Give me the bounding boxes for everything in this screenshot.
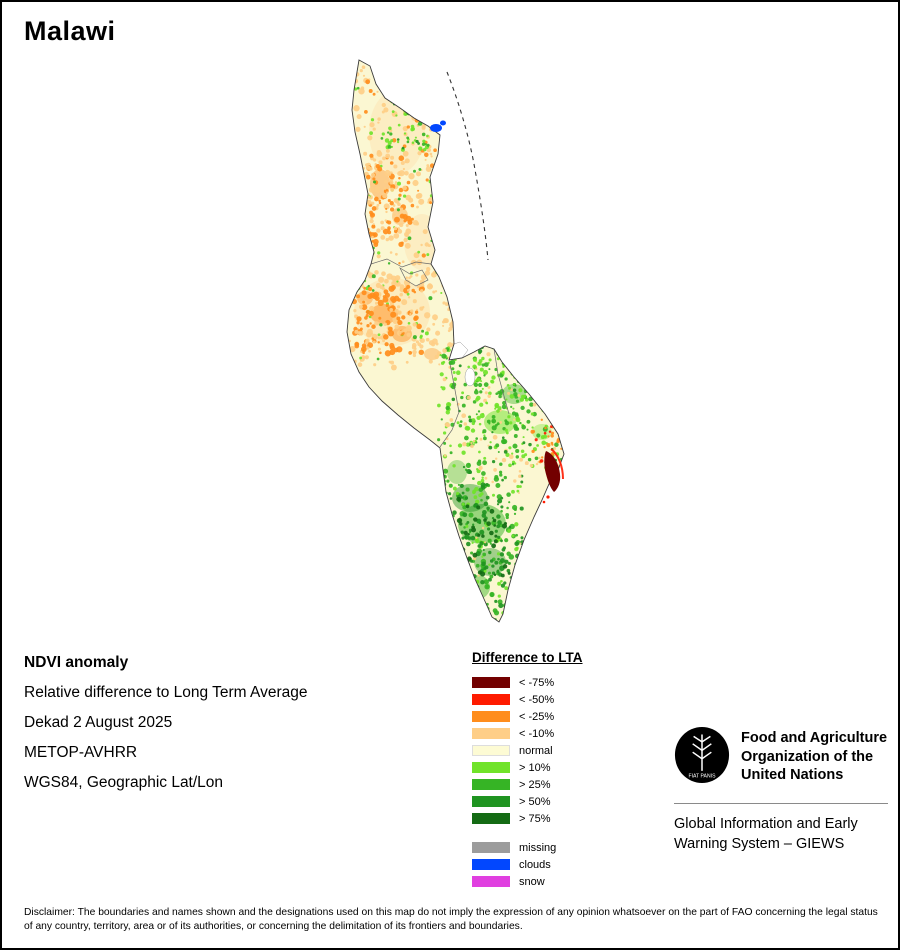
legend-swatch: [472, 813, 510, 824]
severe-anomaly-patch: [542, 448, 564, 504]
legend-swatch: [472, 859, 510, 870]
disclaimer-text: Disclaimer: The boundaries and names sho…: [24, 907, 878, 932]
legend-swatch: [472, 876, 510, 887]
country-outline: [346, 59, 565, 623]
legend-row: > 10%: [472, 759, 583, 776]
clouds-patch: [430, 120, 446, 132]
legend-label: < -50%: [519, 693, 555, 706]
legend-label: < -25%: [519, 710, 555, 723]
legend-row: normal: [472, 742, 583, 759]
legend-swatch: [472, 728, 510, 739]
info-line-description: Relative difference to Long Term Average: [24, 684, 308, 701]
legend-label: > 50%: [519, 795, 551, 808]
legend-row: < -75%: [472, 674, 583, 691]
legend-label: normal: [519, 744, 553, 757]
legend-swatch: [472, 779, 510, 790]
page-title: Malawi: [24, 16, 116, 46]
legend-swatch: [472, 677, 510, 688]
legend: Difference to LTA < -75% < -50% < -25% <…: [472, 650, 583, 890]
legend-swatch: [472, 796, 510, 807]
legend-row: > 50%: [472, 793, 583, 810]
legend-row: < -10%: [472, 725, 583, 742]
legend-swatch: [472, 711, 510, 722]
fao-name-line: Food and Agriculture: [741, 730, 888, 746]
legend-gap: [472, 827, 583, 839]
giews-line: Global Information and Early: [674, 816, 858, 832]
legend-label: > 10%: [519, 761, 551, 774]
legend-row: missing: [472, 839, 583, 856]
legend-label: snow: [519, 875, 545, 888]
legend-swatch: [472, 745, 510, 756]
svg-text:FIAT PANIS: FIAT PANIS: [688, 773, 716, 779]
legend-label: > 75%: [519, 812, 551, 825]
fao-name-line: United Nations: [741, 767, 844, 783]
legend-swatch: [472, 694, 510, 705]
fao-block: FIAT PANIS Food and Agriculture Organiza…: [674, 726, 888, 854]
legend-swatch: [472, 762, 510, 773]
legend-row: snow: [472, 873, 583, 890]
legend-row: > 25%: [472, 776, 583, 793]
lake-malombe: [464, 367, 476, 387]
info-line-projection: WGS84, Geographic Lat/Lon: [24, 774, 224, 791]
fao-name: Food and Agriculture Organization of the…: [741, 726, 887, 789]
legend-label: missing: [519, 841, 557, 854]
giews-line: Warning System – GIEWS: [674, 836, 845, 852]
legend-row: > 75%: [472, 810, 583, 827]
region-boundaries: [370, 258, 510, 448]
fao-name-line: Organization of the: [741, 748, 874, 765]
info-line-sensor: METOP-AVHRR: [24, 744, 138, 761]
lake-dashed-boundary: [446, 71, 489, 261]
legend-row: < -50%: [472, 691, 583, 708]
legend-swatch: [472, 842, 510, 853]
legend-label: < -75%: [519, 676, 555, 689]
map-info-block: NDVI anomaly Relative difference to Long…: [24, 654, 308, 804]
legend-label: clouds: [519, 858, 551, 871]
legend-label: < -10%: [519, 727, 555, 740]
legend-label: > 25%: [519, 778, 551, 791]
legend-row: < -25%: [472, 708, 583, 725]
legend-row: clouds: [472, 856, 583, 873]
info-heading: NDVI anomaly: [24, 654, 129, 671]
country-fill: [347, 60, 564, 622]
fao-divider: [674, 803, 888, 804]
info-line-dekad: Dekad 2 August 2025: [24, 714, 173, 731]
fao-logo-icon: FIAT PANIS: [674, 726, 730, 789]
legend-title: Difference to LTA: [472, 650, 583, 665]
giews-text: Global Information and Early Warning Sys…: [674, 814, 888, 854]
